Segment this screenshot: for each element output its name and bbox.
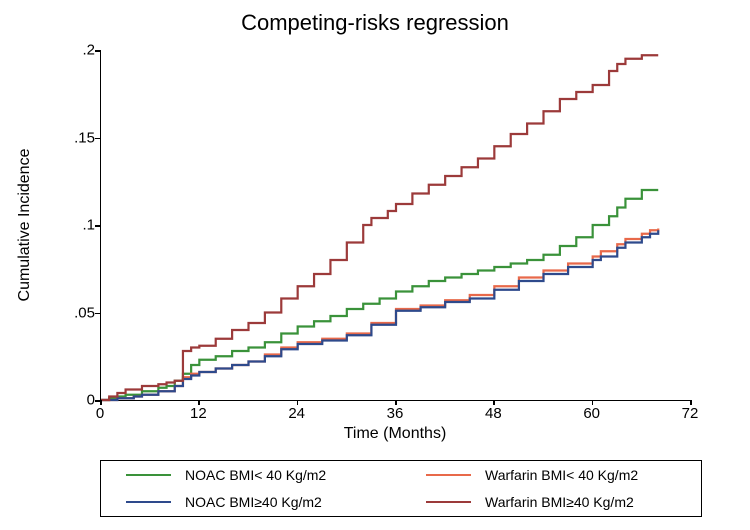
legend-item-noac-bmi-ge40: NOAC BMI≥40 Kg/m2 [101,494,401,510]
legend-label: Warfarin BMI≥40 Kg/m2 [485,494,634,510]
chart-container: Competing-risks regression Cumulative In… [0,0,750,530]
legend-swatch [426,474,471,476]
x-tick-label: 48 [485,405,502,422]
legend-item-noac-bmi-lt40: NOAC BMI< 40 Kg/m2 [101,467,401,483]
legend-swatch [426,501,471,503]
y-tick-mark [95,138,100,140]
series-svg [101,50,691,400]
series-warfarin-bmi-ge40 [101,55,658,400]
x-tick-mark [100,400,102,405]
chart-title: Competing-risks regression [0,10,750,36]
y-tick-mark [95,225,100,227]
legend-swatch [126,474,171,476]
x-tick-mark [297,400,299,405]
x-tick-label: 0 [96,405,104,422]
x-axis-label: Time (Months) [100,425,690,443]
legend-label: NOAC BMI< 40 Kg/m2 [185,467,326,483]
y-tick-label: .05 [55,304,95,321]
legend-label: Warfarin BMI< 40 Kg/m2 [485,467,638,483]
x-tick-label: 60 [583,405,600,422]
x-tick-label: 72 [682,405,699,422]
y-tick-label: 0 [55,392,95,409]
legend-item-warfarin-bmi-ge40: Warfarin BMI≥40 Kg/m2 [401,494,701,510]
x-tick-mark [493,400,495,405]
x-tick-mark [592,400,594,405]
y-tick-label: .2 [55,42,95,59]
legend-item-warfarin-bmi-lt40: Warfarin BMI< 40 Kg/m2 [401,467,701,483]
plot-area [100,50,691,401]
legend-swatch [126,501,171,503]
x-tick-label: 12 [190,405,207,422]
y-tick-label: .15 [55,129,95,146]
x-tick-label: 36 [387,405,404,422]
y-axis-label: Cumulative Incidence [16,149,34,302]
legend-label: NOAC BMI≥40 Kg/m2 [185,494,322,510]
x-tick-label: 24 [288,405,305,422]
legend: NOAC BMI< 40 Kg/m2 Warfarin BMI< 40 Kg/m2… [100,460,702,517]
x-tick-mark [395,400,397,405]
y-tick-label: .1 [55,217,95,234]
series-noac-bmi-lt40 [101,190,658,400]
y-tick-mark [95,50,100,52]
x-tick-mark [690,400,692,405]
y-tick-mark [95,313,100,315]
x-tick-mark [198,400,200,405]
